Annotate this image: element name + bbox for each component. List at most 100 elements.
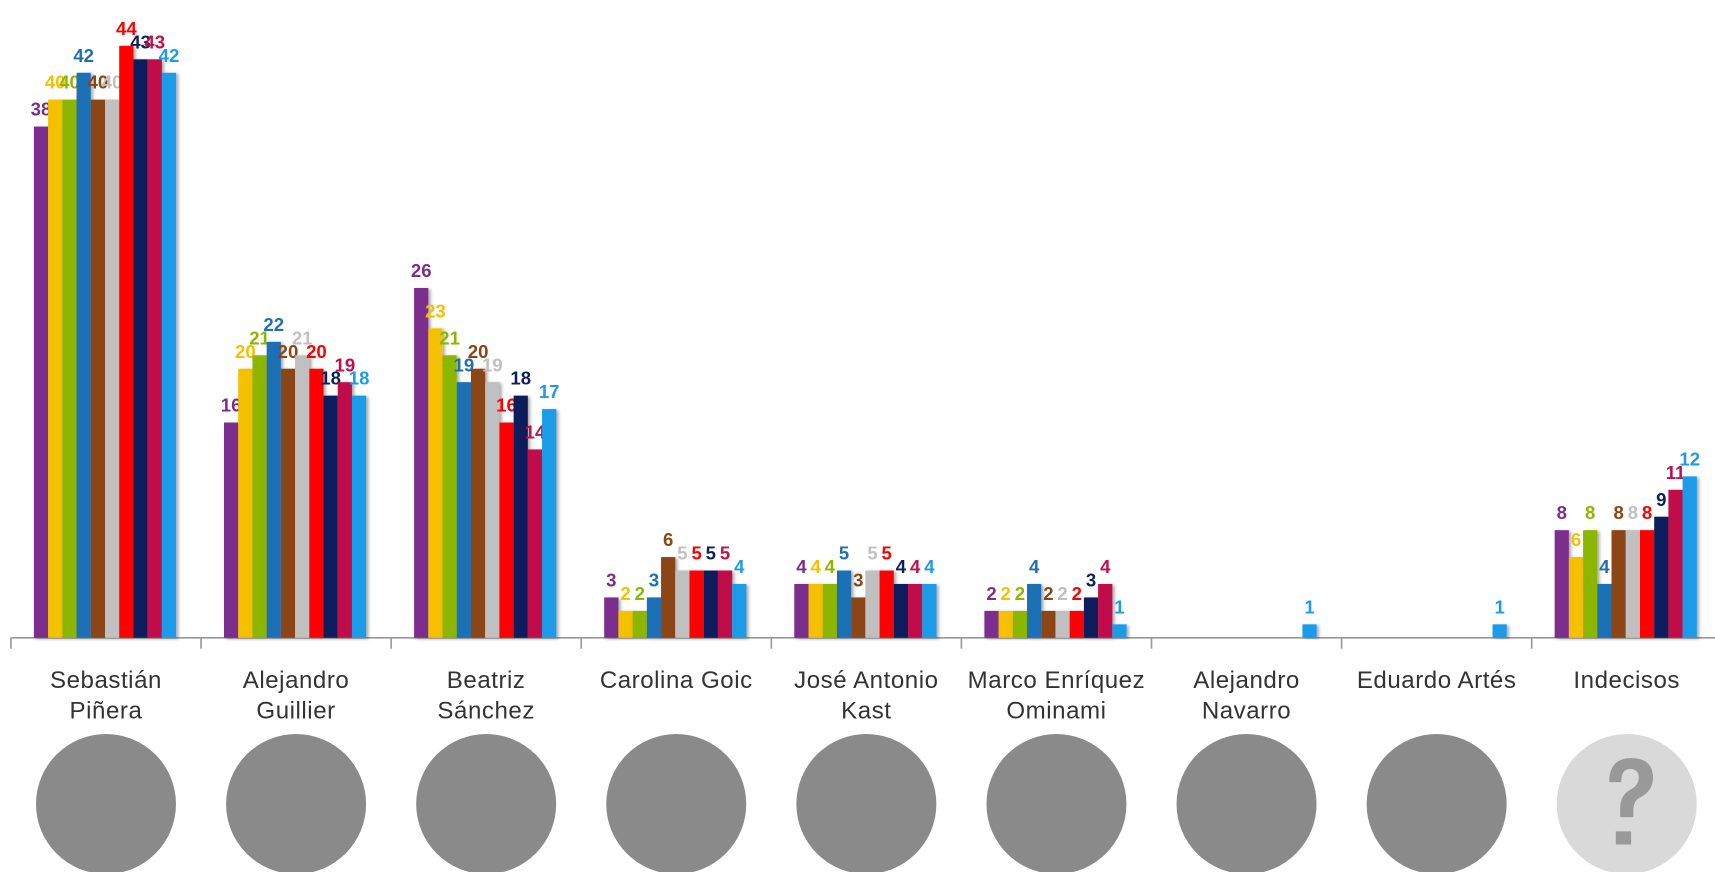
candidate-photo xyxy=(35,734,176,875)
bar xyxy=(922,583,937,638)
bar xyxy=(1055,610,1070,638)
value-label: 2 xyxy=(1043,583,1053,604)
value-label: 26 xyxy=(411,260,432,281)
value-label: 19 xyxy=(454,354,475,375)
bar xyxy=(323,395,338,638)
bar xyxy=(147,59,162,638)
bar xyxy=(1027,583,1042,638)
bar xyxy=(414,288,429,638)
value-label: 19 xyxy=(482,354,503,375)
value-label: 2 xyxy=(1015,583,1025,604)
bar xyxy=(238,368,253,638)
bar xyxy=(794,583,809,638)
bar xyxy=(62,99,77,638)
x-tick-label: Beatriz Sánchez xyxy=(437,666,535,725)
candidate-photo xyxy=(226,734,367,875)
bar xyxy=(470,368,486,638)
bar xyxy=(998,610,1013,638)
bar xyxy=(513,395,528,638)
category-label-box: Eduardo Artés xyxy=(1357,666,1516,693)
x-tick-label: Indecisos xyxy=(1573,666,1681,694)
bar xyxy=(1098,583,1113,638)
bar xyxy=(90,99,105,638)
value-label: 23 xyxy=(425,300,446,321)
value-label: 2 xyxy=(620,583,630,604)
x-tick-label: Alejandro Guillier xyxy=(242,666,350,725)
value-label: 6 xyxy=(663,529,673,550)
bar xyxy=(984,610,999,638)
value-label: 5 xyxy=(867,543,877,564)
value-label: 8 xyxy=(1642,502,1652,523)
bar xyxy=(48,99,63,638)
value-label: 21 xyxy=(249,327,270,348)
bar xyxy=(1568,557,1584,638)
value-label: 40 xyxy=(88,72,109,93)
bar xyxy=(1302,624,1317,638)
bar xyxy=(851,597,866,638)
value-label: 40 xyxy=(102,72,123,93)
candidate-photo xyxy=(986,734,1127,875)
value-label: 21 xyxy=(292,327,313,348)
x-tick-label: Carolina Goic xyxy=(599,666,753,694)
value-label: 1 xyxy=(1494,596,1504,617)
bar xyxy=(442,355,457,638)
bar xyxy=(1069,610,1084,638)
category-label-box: Alejandro Navarro xyxy=(1193,666,1299,724)
value-label: 14 xyxy=(525,422,546,443)
bar xyxy=(1041,610,1056,638)
bar xyxy=(1012,610,1028,638)
value-label: 42 xyxy=(73,45,94,66)
bar xyxy=(456,382,471,638)
bar xyxy=(822,583,837,638)
value-label: 1 xyxy=(1304,596,1314,617)
bar xyxy=(717,570,733,638)
value-label: 4 xyxy=(924,556,935,577)
bar xyxy=(428,328,443,638)
bar xyxy=(309,368,324,638)
value-label: 17 xyxy=(539,381,560,402)
value-label: 5 xyxy=(720,543,730,564)
value-label: 40 xyxy=(45,72,66,93)
value-label: 6 xyxy=(1571,529,1581,550)
value-label: 4 xyxy=(1029,556,1040,577)
bar xyxy=(1639,530,1655,638)
value-label: 18 xyxy=(349,368,370,389)
bar xyxy=(646,597,662,638)
category-label-box: Marco Enríquez Ominami xyxy=(968,666,1145,724)
value-label: 40 xyxy=(59,72,80,93)
bar xyxy=(33,126,49,638)
bar xyxy=(879,570,894,638)
value-label: 5 xyxy=(706,543,716,564)
bar xyxy=(689,570,704,638)
bar xyxy=(1554,530,1569,638)
value-label: 43 xyxy=(144,31,165,52)
value-label: 9 xyxy=(1656,489,1666,510)
bar xyxy=(732,583,747,638)
value-label: 16 xyxy=(496,395,517,416)
value-label: 43 xyxy=(130,31,151,52)
bar xyxy=(527,449,543,638)
bar xyxy=(618,610,633,638)
category-label-box: José Antonio Kast xyxy=(794,666,939,725)
value-label: 2 xyxy=(1001,583,1011,604)
value-label: 11 xyxy=(1666,462,1686,483)
value-label: 8 xyxy=(1613,502,1623,523)
bar xyxy=(337,382,352,638)
bar xyxy=(1083,597,1099,638)
bar xyxy=(351,395,367,638)
value-label: 42 xyxy=(159,45,180,66)
bar xyxy=(295,355,310,638)
question-icon xyxy=(1609,758,1653,845)
x-tick-label: José Antonio Kast xyxy=(794,666,939,725)
bar xyxy=(836,570,852,638)
value-label: 18 xyxy=(510,368,531,389)
category-label-box: Alejandro Guillier xyxy=(242,666,350,725)
bar xyxy=(1611,530,1626,638)
value-label: 2 xyxy=(635,583,645,604)
bar xyxy=(1654,516,1669,638)
value-label: 16 xyxy=(221,395,242,416)
value-label: 3 xyxy=(853,570,863,591)
value-label: 3 xyxy=(649,570,659,591)
bar xyxy=(865,570,880,638)
candidate-photo xyxy=(1176,734,1317,875)
